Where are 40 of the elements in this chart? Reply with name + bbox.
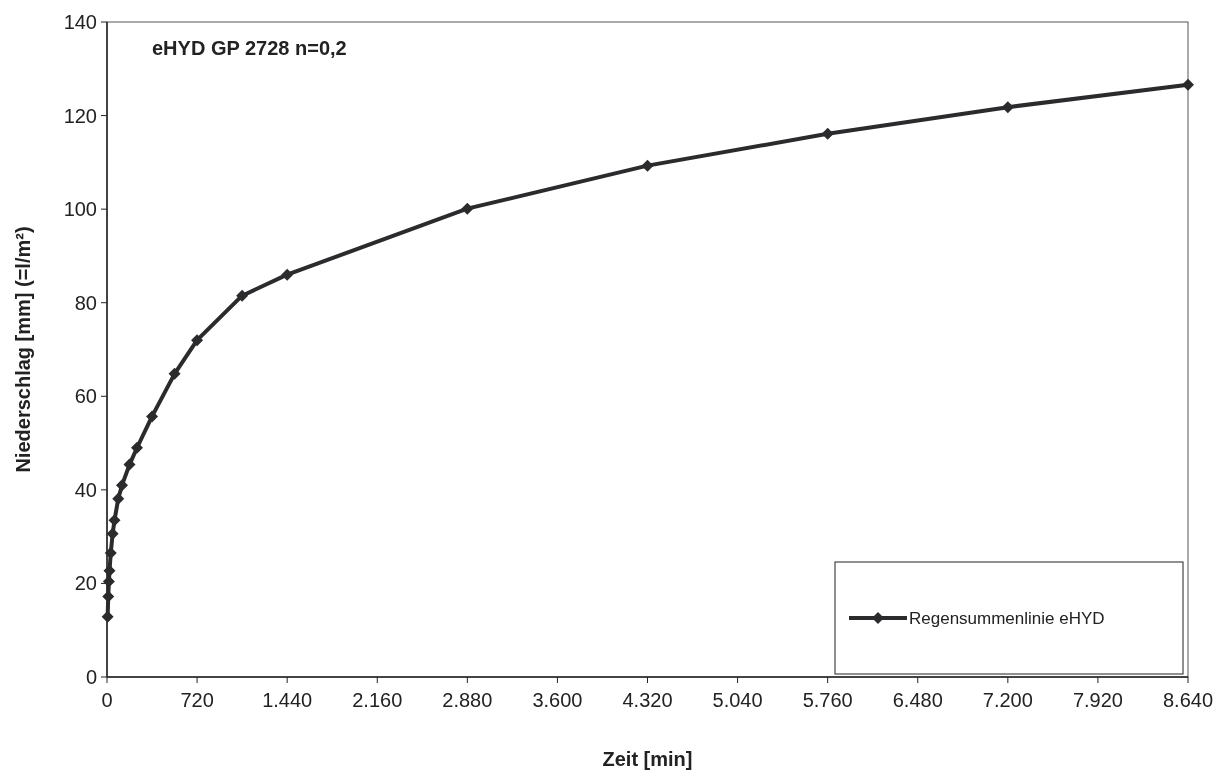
legend-label: Regensummenlinie eHYD [909,608,1105,628]
x-tick-label: 720 [180,689,214,711]
y-tick-label: 140 [63,11,97,33]
point [641,159,654,172]
point [168,367,181,380]
point [106,527,119,540]
point [281,268,294,281]
x-tick-label: 8.640 [1162,689,1214,711]
point [461,202,474,215]
x-tick-label: 5.760 [802,689,853,711]
x-tick-label: 7.920 [1072,689,1123,711]
x-tick-label: 6.480 [892,689,943,711]
point [131,441,144,454]
point [112,492,125,505]
x-tick-label: 1.440 [262,689,313,711]
point [191,334,204,347]
y-tick-label: 100 [63,198,97,221]
y-tick-label: 40 [74,478,97,501]
y-tick-label: 60 [74,385,97,408]
point [123,458,136,471]
text: eHYD GP 2728 n=0,2 [152,37,347,59]
point [821,127,834,140]
x-axis-title: Zeit [min] [602,748,693,770]
y-tick-label: 80 [74,291,97,314]
point [236,289,249,302]
x-tick-label: 2.160 [352,689,403,711]
y-axis-title: Niederschlag [mm] (=l/m²) [12,226,34,473]
y-tick-label: 20 [74,572,97,595]
y-tick-label: 120 [63,104,97,127]
y-tick-label: 0 [85,666,97,688]
x-tick-label: 7.200 [982,689,1033,711]
point [146,410,159,423]
point [116,479,129,492]
x-tick-label: 2.880 [442,689,493,711]
x-tick-label: 3.600 [532,689,583,711]
x-tick-label: 0 [101,689,113,711]
point [1182,78,1194,91]
x-tick-label: 5.040 [712,689,763,711]
point [108,514,121,527]
x-tick-label: 4.320 [622,689,673,711]
